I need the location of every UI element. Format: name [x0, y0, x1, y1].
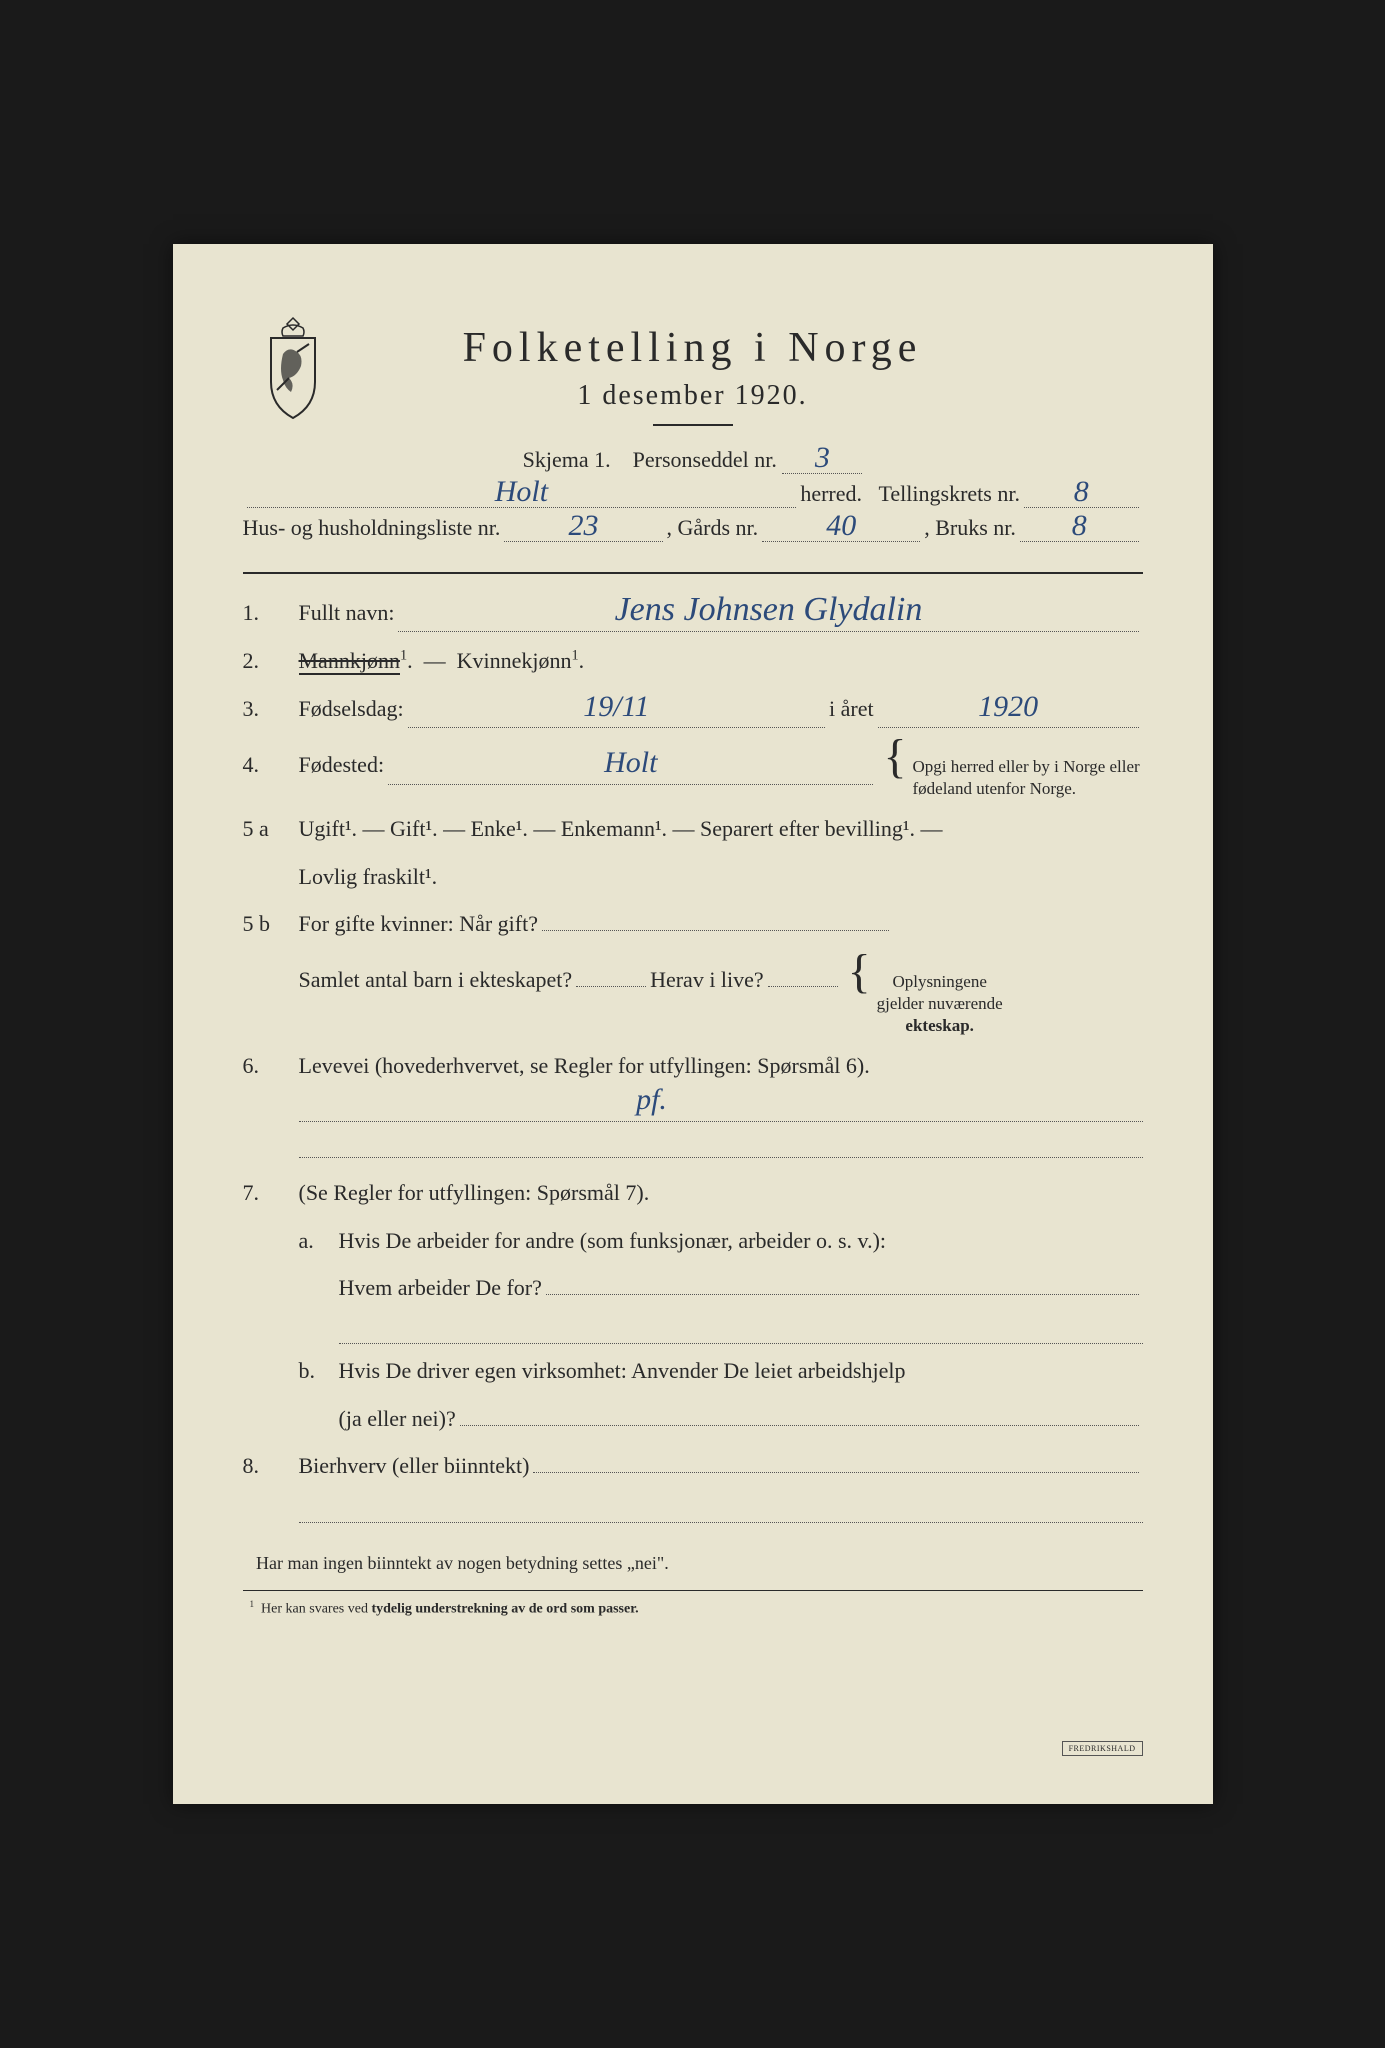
q1-value: Jens Johnsen Glydalin	[398, 594, 1138, 632]
q5a-line2: Lovlig fraskilt¹.	[299, 858, 1143, 895]
q4-label: Fødested:	[299, 746, 385, 783]
q6-row: 6. Levevei (hovederhvervet, se Regler fo…	[243, 1047, 1143, 1084]
tellingskrets-value: 8	[1024, 480, 1139, 508]
q8-label: Bierhverv (eller biinntekt)	[299, 1447, 530, 1484]
q3-num: 3.	[243, 690, 299, 727]
q5b-gift-value	[542, 907, 889, 931]
header-rule	[243, 572, 1143, 574]
q7b-num: b.	[299, 1352, 339, 1389]
q4-row: 4. Fødested: Holt { Opgi herred eller by…	[243, 738, 1143, 800]
q3-row: 3. Fødselsdag: 19/11 i året 1920	[243, 690, 1143, 728]
q8-value	[533, 1449, 1138, 1473]
meta-skjema-row: Skjema 1. Personseddel nr. 3	[243, 446, 1143, 474]
q5a-row: 5 a Ugift¹. — Gift¹. — Enke¹. — Enkemann…	[243, 810, 1143, 847]
q2-mann: Mannkjønn	[299, 648, 400, 675]
coat-of-arms-icon	[253, 314, 333, 424]
q6-value-line2	[299, 1130, 1143, 1158]
q7a-l2: Hvem arbeider De for?	[339, 1269, 542, 1306]
q2-kvinne: Kvinnekjønn	[457, 648, 572, 673]
gards-value: 40	[762, 514, 920, 542]
footnote: 1 Her kan svares ved tydelig understrekn…	[243, 1599, 1143, 1618]
form-date: 1 desember 1920.	[243, 380, 1143, 412]
q8-value-line2	[299, 1495, 1143, 1523]
q3-year: 1920	[878, 690, 1139, 728]
q2-row: 2. Mannkjønn1. — Kvinnekjønn1.	[243, 642, 1143, 679]
bottom-rule	[243, 1590, 1143, 1591]
q1-num: 1.	[243, 594, 299, 631]
bruks-value: 8	[1020, 514, 1139, 542]
gards-label: Gårds nr.	[678, 515, 759, 541]
bruks-label: Bruks nr.	[935, 515, 1016, 541]
q6-label: Levevei (hovederhvervet, se Regler for u…	[299, 1047, 1143, 1084]
herred-label: herred.	[800, 481, 862, 507]
q5b-label3: Herav i live?	[650, 961, 764, 998]
q5b-label2: Samlet antal barn i ekteskapet?	[299, 961, 573, 998]
q5b-label1: For gifte kvinner: Når gift?	[299, 905, 539, 942]
q7a-row2: Hvem arbeider De for?	[339, 1269, 1143, 1306]
brace-icon: {	[883, 738, 906, 776]
q7-num: 7.	[243, 1174, 299, 1211]
personseddel-value: 3	[782, 446, 862, 474]
header-divider	[653, 424, 733, 426]
q3-label: Fødselsdag:	[299, 690, 404, 727]
bottom-note: Har man ingen biinntekt av nogen betydni…	[243, 1553, 1143, 1574]
q7-label: (Se Regler for utfyllingen: Spørsmål 7).	[299, 1174, 1143, 1211]
q1-row: 1. Fullt navn: Jens Johnsen Glydalin	[243, 594, 1143, 632]
q4-num: 4.	[243, 746, 299, 783]
q4-note: Opgi herred eller by i Norge eller fødel…	[913, 756, 1143, 800]
q5a-options: Ugift¹. — Gift¹. — Enke¹. — Enkemann¹. —…	[299, 816, 943, 841]
q8-row: 8. Bierhverv (eller biinntekt)	[243, 1447, 1143, 1484]
census-form-page: Folketelling i Norge 1 desember 1920. Sk…	[173, 244, 1213, 1804]
tellingskrets-label: Tellingskrets nr.	[879, 481, 1020, 507]
personseddel-label: Personseddel nr.	[633, 447, 777, 472]
herred-value: Holt	[247, 480, 797, 508]
q5b-barn-value	[576, 963, 646, 987]
q5b-live-value	[768, 963, 838, 987]
q3-mid: i året	[829, 690, 874, 727]
q5b-row1: 5 b For gifte kvinner: Når gift?	[243, 905, 1143, 942]
q8-num: 8.	[243, 1447, 299, 1484]
q5b-num: 5 b	[243, 905, 299, 942]
q7b-l2: (ja eller nei)?	[339, 1400, 456, 1437]
brace-icon: {	[848, 953, 871, 991]
form-title: Folketelling i Norge	[243, 324, 1143, 372]
form-header: Folketelling i Norge 1 desember 1920. Sk…	[243, 324, 1143, 542]
q3-day: 19/11	[408, 690, 825, 728]
q5b-note: Oplysningene gjelder nuværende ekteskap.	[877, 971, 1003, 1037]
q7b-l1: Hvis De driver egen virksomhet: Anvender…	[339, 1352, 906, 1389]
q7a-l1: Hvis De arbeider for andre (som funksjon…	[339, 1222, 887, 1259]
husliste-value: 23	[504, 514, 662, 542]
meta-hus-row: Hus- og husholdningsliste nr. 23 , Gårds…	[243, 514, 1143, 542]
q2-num: 2.	[243, 642, 299, 679]
q7a-num: a.	[299, 1222, 339, 1259]
q1-label: Fullt navn:	[299, 594, 395, 631]
q6-value-line1: pf.	[299, 1094, 1143, 1122]
q7b-row: b. Hvis De driver egen virksomhet: Anven…	[299, 1352, 1143, 1389]
meta-herred-row: Holt herred. Tellingskrets nr. 8	[243, 480, 1143, 508]
q4-value: Holt	[388, 746, 873, 784]
q6-num: 6.	[243, 1047, 299, 1084]
q7a-value	[546, 1271, 1139, 1295]
q6-value: pf.	[636, 1088, 667, 1112]
q7b-row2: (ja eller nei)?	[339, 1400, 1143, 1437]
q5a-num: 5 a	[243, 810, 299, 847]
q7-row: 7. (Se Regler for utfyllingen: Spørsmål …	[243, 1174, 1143, 1211]
skjema-label: Skjema 1.	[523, 447, 611, 472]
husliste-label: Hus- og husholdningsliste nr.	[243, 515, 501, 541]
q7a-value-line2	[339, 1316, 1143, 1344]
q7b-value	[460, 1402, 1139, 1426]
printer-mark: FREDRIKSHALD	[1062, 1741, 1143, 1756]
q5b-row2: Samlet antal barn i ekteskapet? Herav i …	[299, 953, 1143, 1037]
q7a-row: a. Hvis De arbeider for andre (som funks…	[299, 1222, 1143, 1259]
